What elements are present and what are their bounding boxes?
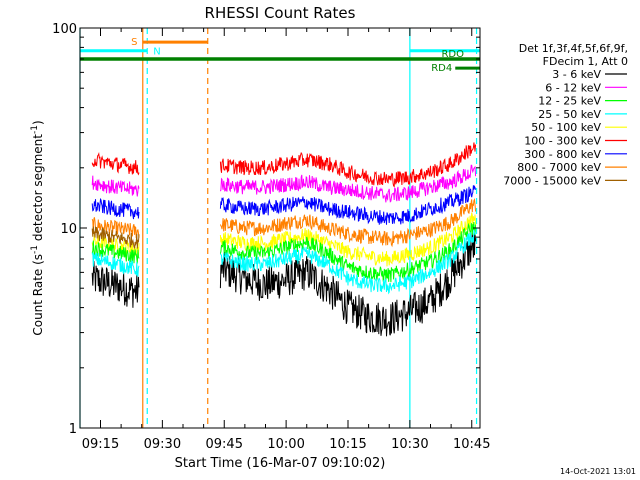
series-line	[91, 229, 477, 295]
series-line	[91, 142, 477, 188]
y-axis: 1 10 100	[52, 22, 480, 437]
legend-header-line2: FDecim 1, Att 0	[543, 55, 628, 68]
legend-label: 800 - 7000 keV	[517, 161, 601, 174]
series-line	[91, 232, 477, 337]
x-tick-label: 10:00	[267, 437, 304, 452]
x-tick-label: 10:45	[453, 437, 490, 452]
legend-label: 25 - 50 keV	[538, 108, 601, 121]
x-tick-label: 10:30	[391, 437, 428, 452]
chart-title: RHESSI Count Rates	[205, 4, 356, 22]
x-tick-label: 09:45	[206, 437, 243, 452]
y-axis-label-part: Count Rate (s	[31, 254, 45, 336]
y-axis-label-sup: -1	[30, 125, 40, 134]
series-line	[91, 164, 477, 203]
series-line	[91, 184, 477, 225]
series-line	[91, 226, 140, 250]
y-tick-label: 10	[60, 222, 77, 237]
legend-label: 100 - 300 keV	[524, 135, 601, 148]
n-label: N	[153, 47, 160, 58]
y-tick-label: 1	[69, 422, 77, 437]
legend-label: 50 - 100 keV	[531, 121, 601, 134]
series-group	[91, 142, 477, 337]
timestamp: 14-Oct-2021 13:01	[560, 467, 636, 476]
legend-label: 7000 - 15000 keV	[503, 174, 601, 187]
legend-label: 6 - 12 keV	[545, 81, 601, 94]
rdo-label: RDO	[441, 49, 464, 60]
legend-header-line1: Det 1f,3f,4f,5f,6f,9f,	[519, 42, 628, 55]
y-axis-label-sup: -1	[30, 245, 40, 254]
annotation-bars: S N RDO RD4	[80, 37, 480, 74]
x-tick-label: 10:15	[329, 437, 366, 452]
state-label: S	[131, 37, 137, 48]
legend-label: 300 - 800 keV	[524, 148, 601, 161]
x-axis-label: Start Time (16-Mar-07 09:10:02)	[175, 456, 386, 471]
y-axis-label-part: detector segment	[31, 134, 45, 245]
y-axis-label-part: )	[31, 120, 45, 125]
y-tick-label: 100	[52, 22, 77, 37]
x-tick-label: 09:15	[82, 437, 119, 452]
legend-label: 3 - 6 keV	[552, 68, 601, 81]
series-line	[91, 198, 477, 248]
series-line	[91, 221, 477, 283]
x-axis: 09:15 09:30 09:45 10:00 10:15 10:30 10:45	[82, 28, 490, 452]
x-tick-label: 09:30	[144, 437, 181, 452]
legend-label: 12 - 25 keV	[538, 95, 601, 108]
rd4-label: RD4	[431, 63, 452, 74]
series-line	[91, 212, 477, 267]
y-axis-label: Count Rate (s-1 detector segment-1)	[30, 120, 45, 335]
